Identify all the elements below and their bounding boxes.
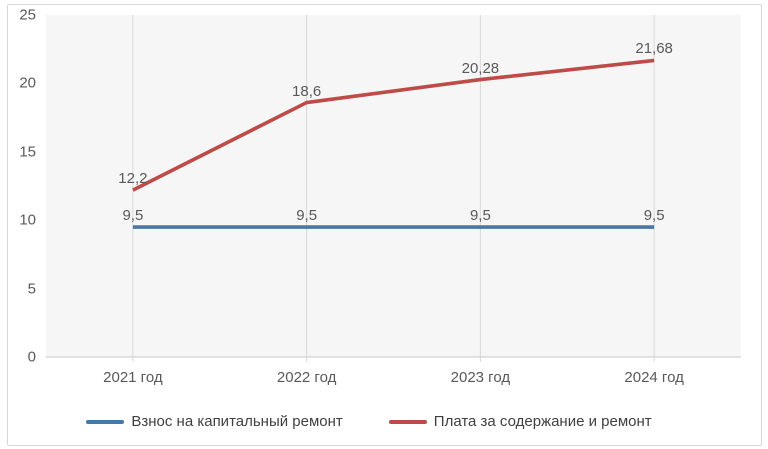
legend: Взнос на капитальный ремонт Плата за соде… [0,413,753,431]
legend-label: Плата за содержание и ремонт [433,413,652,430]
data-label: 20,28 [461,59,500,77]
data-label: 21,68 [635,40,673,58]
plot-area [46,15,741,357]
data-label: 12,2 [118,170,148,188]
y-axis-tick-label: 25 [19,6,36,24]
data-label: 9,5 [469,207,491,225]
data-label: 9,5 [643,207,665,225]
x-axis-label: 2024 год [624,369,684,386]
legend-item-0: Взнос на капитальный ремонт [86,413,343,431]
y-axis-tick-label: 10 [19,211,36,229]
y-axis-tick-label: 20 [19,74,36,92]
x-axis-label: 2022 год [276,369,337,386]
y-axis-tick-label: 0 [27,348,36,366]
legend-item-1: Плата за содержание и ремонт [388,413,652,431]
x-axis-label: 2023 год [450,369,511,386]
legend-line-swatch [86,420,125,424]
data-label: 18,6 [292,82,322,100]
y-axis-tick-label: 15 [19,143,36,161]
data-label: 9,5 [122,207,144,225]
y-axis-tick-label: 5 [27,280,36,298]
data-label: 9,5 [296,207,318,225]
x-axis-label: 2021 год [103,369,163,386]
legend-line-swatch [388,420,427,424]
legend-label: Взнос на капитальный ремонт [131,413,343,430]
